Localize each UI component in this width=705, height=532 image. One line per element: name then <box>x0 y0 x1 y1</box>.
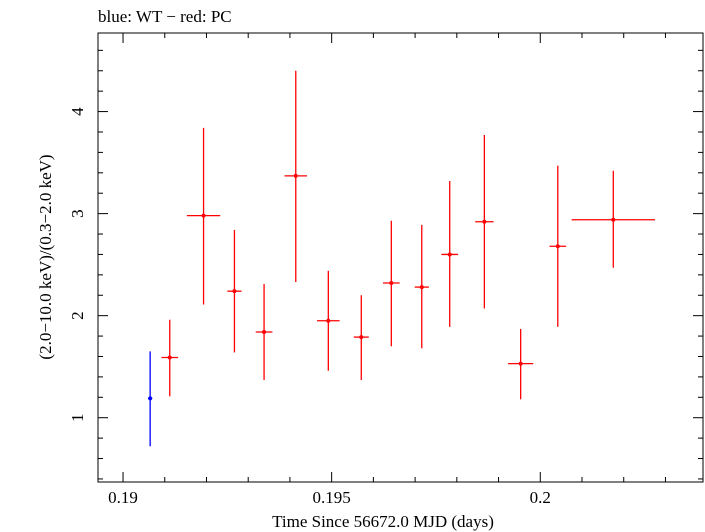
point-marker <box>201 213 206 218</box>
data-point-wt <box>148 351 153 447</box>
data-point-pc <box>382 220 400 347</box>
point-marker <box>419 285 424 290</box>
chart-title: blue: WT − red: PC <box>98 7 232 26</box>
point-marker <box>262 329 267 334</box>
point-marker <box>359 335 364 340</box>
data-point-pc <box>549 165 567 327</box>
point-marker <box>447 252 452 257</box>
point-marker <box>232 289 237 294</box>
data-point-pc <box>255 284 273 380</box>
data-point-pc <box>284 70 308 282</box>
y-tick-label: 1 <box>68 413 87 422</box>
y-axis: 1 2 3 4 <box>68 49 703 480</box>
plot-frame <box>97 32 704 483</box>
point-marker <box>518 361 523 366</box>
point-marker <box>389 281 394 286</box>
data-point-pc <box>414 224 429 349</box>
data-point-pc <box>475 135 494 309</box>
point-marker <box>555 244 560 249</box>
x-axis-label: Time Since 56672.0 MJD (days) <box>272 512 494 531</box>
data-point-pc <box>508 328 534 400</box>
data-point-pc <box>161 319 179 397</box>
y-tick-label: 4 <box>68 107 87 116</box>
data-point-pc <box>317 270 340 371</box>
point-marker <box>167 355 172 360</box>
y-tick-label: 3 <box>68 209 87 218</box>
point-marker <box>482 219 487 224</box>
data-point-pc <box>227 229 242 353</box>
x-axis: 0.19 0.195 0.2 <box>108 33 666 507</box>
point-marker <box>611 217 616 222</box>
point-marker <box>148 396 153 401</box>
x-tick-label: 0.19 <box>108 488 138 507</box>
point-marker <box>293 173 298 178</box>
x-tick-label: 0.195 <box>313 488 351 507</box>
point-marker <box>326 318 331 323</box>
y-axis-label: (2.0−10.0 keV)/(0.3−2.0 keV) <box>36 154 55 359</box>
data-point-pc <box>571 170 656 268</box>
x-tick-label: 0.2 <box>530 488 551 507</box>
data-point-pc <box>353 295 369 380</box>
data-point-pc <box>186 127 221 305</box>
data-point-pc <box>441 180 459 327</box>
y-tick-label: 2 <box>68 311 87 320</box>
data-points <box>148 70 656 447</box>
